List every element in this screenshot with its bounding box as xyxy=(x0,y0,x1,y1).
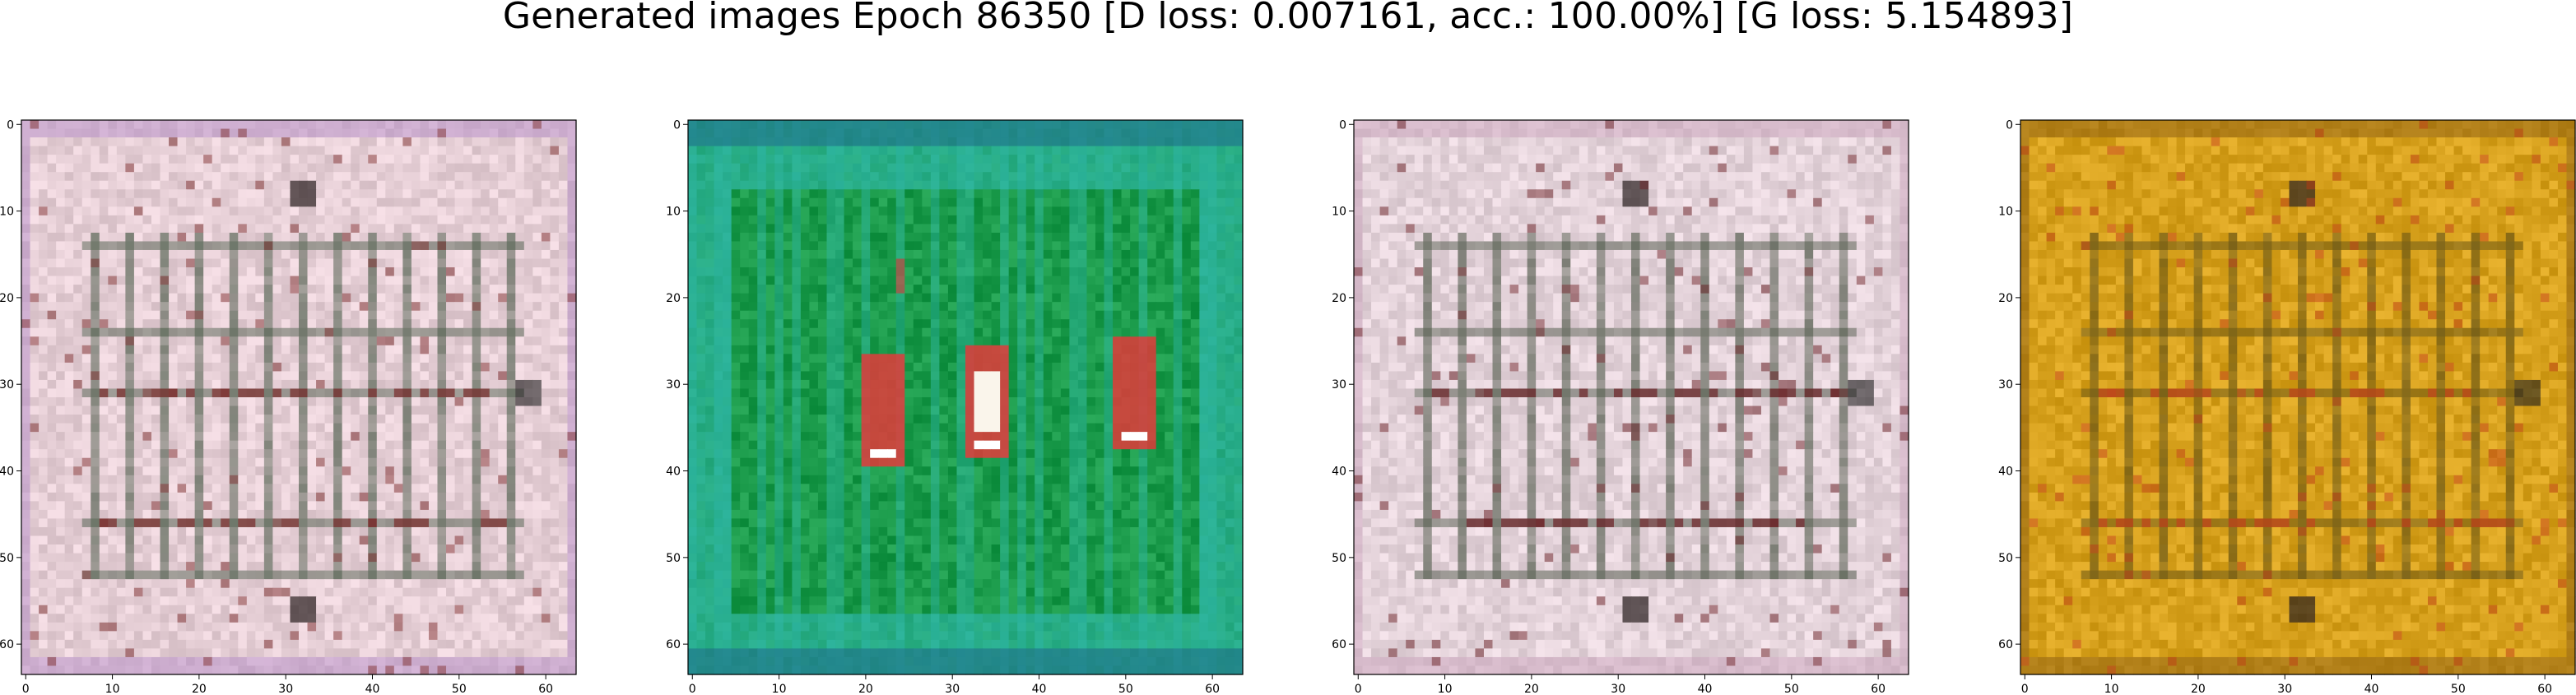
axes-frame xyxy=(687,119,1244,675)
x-tick-label: 50 xyxy=(2451,683,2466,695)
x-tick-label: 40 xyxy=(365,683,380,695)
axes-frame xyxy=(1353,119,1909,675)
image-panel-1: 0 10 20 30 40 50 60 0 10 20 30 40 50 60 xyxy=(0,118,577,695)
x-tick-label: 0 xyxy=(689,683,696,695)
x-tick-label: 60 xyxy=(1205,683,1220,695)
x-tick-label: 10 xyxy=(2104,683,2119,695)
x-tick-label: 0 xyxy=(22,683,30,695)
y-tick-label: 30 xyxy=(1998,378,2013,392)
y-tick-label: 40 xyxy=(666,466,681,479)
y-tick-label: 40 xyxy=(0,466,14,479)
x-tick-label: 60 xyxy=(1871,683,1886,695)
y-tick-label: 0 xyxy=(7,118,14,132)
x-tick-label: 10 xyxy=(1438,683,1453,695)
x-tick-label: 40 xyxy=(1698,683,1713,695)
y-tick-label: 10 xyxy=(1998,206,2013,219)
x-tick-label: 60 xyxy=(2537,683,2552,695)
x-tick-label: 50 xyxy=(452,683,467,695)
y-tick-label: 10 xyxy=(666,206,681,219)
y-tick-label: 30 xyxy=(666,378,681,392)
image-panel-3: 0 10 20 30 40 50 60 0 10 20 30 40 50 60 xyxy=(1332,118,1909,695)
x-tick-label: 40 xyxy=(1032,683,1047,695)
y-tick-label: 60 xyxy=(666,638,681,651)
y-tick-label: 60 xyxy=(1332,638,1346,651)
y-tick-label: 30 xyxy=(0,378,14,392)
y-tick-label: 50 xyxy=(1998,552,2013,565)
axes-frame xyxy=(21,119,577,675)
generated-image-2 xyxy=(688,120,1244,675)
x-tick-label: 20 xyxy=(2191,683,2206,695)
x-tick-label: 20 xyxy=(192,683,207,695)
x-tick-label: 20 xyxy=(858,683,873,695)
x-tick-label: 0 xyxy=(1355,683,1362,695)
generated-image-4 xyxy=(2020,120,2576,675)
x-tick-label: 10 xyxy=(105,683,120,695)
y-tick-label: 20 xyxy=(1332,292,1346,305)
x-tick-label: 30 xyxy=(1611,683,1625,695)
x-tick-label: 40 xyxy=(2364,683,2379,695)
y-tick-label: 60 xyxy=(0,638,14,651)
y-tick-label: 10 xyxy=(0,206,14,219)
y-tick-label: 30 xyxy=(1332,378,1346,392)
x-tick-label: 0 xyxy=(2021,683,2029,695)
x-tick-label: 50 xyxy=(1784,683,1799,695)
x-tick-label: 30 xyxy=(278,683,293,695)
image-panel-2: 0 10 20 30 40 50 60 0 10 20 30 40 50 60 xyxy=(666,118,1244,695)
y-tick-label: 0 xyxy=(1339,118,1346,132)
y-tick-label: 60 xyxy=(1998,638,2013,651)
y-tick-label: 50 xyxy=(666,552,681,565)
y-tick-label: 0 xyxy=(2006,118,2013,132)
axes-frame xyxy=(2020,119,2576,675)
x-tick-label: 20 xyxy=(1524,683,1539,695)
y-tick-label: 40 xyxy=(1998,466,2013,479)
generated-image-3 xyxy=(1354,120,1909,675)
y-tick-label: 50 xyxy=(0,552,14,565)
x-tick-label: 50 xyxy=(1118,683,1133,695)
x-tick-label: 60 xyxy=(538,683,553,695)
generated-image-1 xyxy=(21,120,577,675)
y-tick-label: 20 xyxy=(666,292,681,305)
y-tick-label: 40 xyxy=(1332,466,1346,479)
y-tick-label: 20 xyxy=(1998,292,2013,305)
y-tick-label: 10 xyxy=(1332,206,1346,219)
y-tick-label: 20 xyxy=(0,292,14,305)
x-tick-label: 10 xyxy=(772,683,787,695)
x-tick-label: 30 xyxy=(2277,683,2292,695)
x-tick-label: 30 xyxy=(945,683,960,695)
figure-title: Generated images Epoch 86350 [D loss: 0.… xyxy=(502,0,2074,37)
image-panel-4: 0 10 20 30 40 50 60 0 10 20 30 40 50 60 xyxy=(1998,118,2576,695)
y-tick-label: 50 xyxy=(1332,552,1346,565)
y-tick-label: 0 xyxy=(673,118,681,132)
